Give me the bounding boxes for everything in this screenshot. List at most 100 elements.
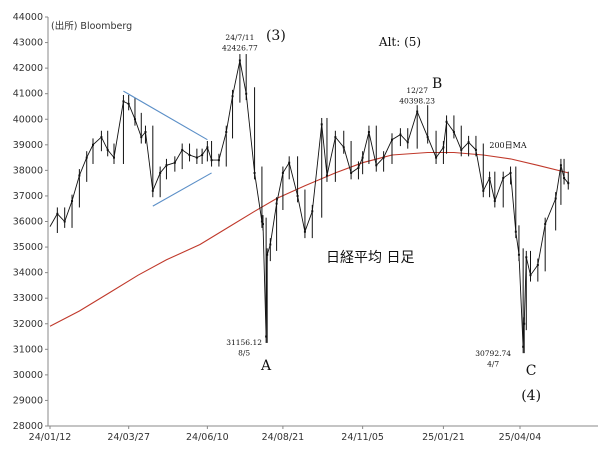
y-tick-label: 36000 [13,217,43,228]
price-point [320,123,323,126]
annotation-line: (4) [521,388,541,404]
axes: 28000 29000 30000 31000 32000 33000 34000 35000… [13,12,598,443]
y-tick-label: 37000 [13,191,43,202]
price-point [122,100,125,103]
annotation-label: 31156.12 8/5 [226,338,262,358]
y-tick-label: 35000 [13,242,43,253]
price-point [367,131,370,134]
annotation-layer: 24/7/11 42426.77 (3) 31156.12 8/5 A 12/27 40398… [222,28,541,404]
price-point [261,223,264,226]
price-point [181,148,184,151]
annotation-line: 42426.77 [222,44,258,53]
price-point [391,138,394,141]
price-point [426,136,429,139]
price-point [488,177,491,180]
price-point [303,230,306,233]
y-tick-label: 39000 [13,140,43,151]
annotation-line: 40398.23 [399,97,435,106]
price-point [311,210,314,213]
price-point [253,171,256,174]
price-point [509,171,512,174]
y-tick-label: 38000 [13,165,43,176]
price-point [522,345,525,348]
price-point [342,146,345,149]
annotation-label: B [432,76,442,92]
price-point [350,171,353,174]
triangle-lower-line [152,172,212,207]
price-point [357,166,360,169]
annotation-label: 200日MA [489,141,526,150]
annotation-label: 30792.74 4/7 [475,349,511,369]
x-tick-label: 24/01/12 [29,432,72,443]
price-point [382,156,385,159]
triangle-upper-line [123,90,208,141]
price-point [92,143,95,146]
y-tick-label: 44000 [13,12,43,23]
price-point [266,253,269,256]
price-point [406,141,409,144]
y-tick-label: 32000 [13,319,43,330]
annotation-label: 24/7/11 42426.77 [222,33,258,53]
x-tick-label: 25/04/04 [499,432,542,443]
annotation-label: C [526,363,537,379]
price-point [288,161,291,164]
price-point [517,253,520,256]
price-point [63,220,66,223]
annotation-line: 31156.12 [226,338,262,347]
price-point [544,223,547,226]
price-point [554,197,557,200]
x-tick-label: 25/01/21 [422,432,465,443]
y-tick-label: 42000 [13,63,43,74]
price-point [559,164,562,167]
price-point [133,118,136,121]
price-point [567,182,570,185]
annotation-label: 12/27 40398.23 [399,86,435,106]
annotation-line: Alt: (5) [378,35,421,49]
annotation-label: (4) [521,388,541,404]
y-tick-label: 30000 [13,370,43,381]
price-point [112,156,115,159]
y-tick-label: 40000 [13,114,43,125]
price-point [85,156,88,159]
y-tick-label: 34000 [13,268,43,279]
price-point [482,189,485,192]
price-point [127,102,130,105]
y-tick-label: 41000 [13,89,43,100]
price-point [245,92,248,95]
price-point [452,131,455,134]
price-point [399,133,402,136]
price-point [201,154,204,157]
price-point [493,200,496,203]
price-point [231,95,234,98]
price-point [106,148,109,151]
annotation-label: Alt: (5) [378,35,421,49]
annotation-label: (3) [266,28,286,44]
price-point [375,164,378,167]
price-point [188,154,191,157]
price-point [460,148,463,151]
price-point [536,263,539,266]
annotation-line: 30792.74 [475,349,511,358]
price-point [144,131,147,134]
price-point [238,59,241,62]
price-point [140,136,143,139]
price-point [502,177,505,180]
price-point [100,136,103,139]
price-point [165,164,168,167]
price-point [529,274,532,277]
price-point [442,146,445,149]
price-point [78,174,81,177]
y-tick-label: 28000 [13,421,43,432]
price-point [195,156,198,159]
annotation-line: 8/5 [238,349,250,358]
annotation-line: 4/7 [487,360,499,369]
price-point [325,174,328,177]
y-tick-label: 31000 [13,344,43,355]
annotation-line: 200日MA [489,141,526,150]
x-tick-label: 24/11/05 [341,432,384,443]
annotation-label: A [260,358,272,374]
price-point [416,110,419,113]
annotation-line: B [432,76,442,92]
annotation-line: A [260,358,272,374]
